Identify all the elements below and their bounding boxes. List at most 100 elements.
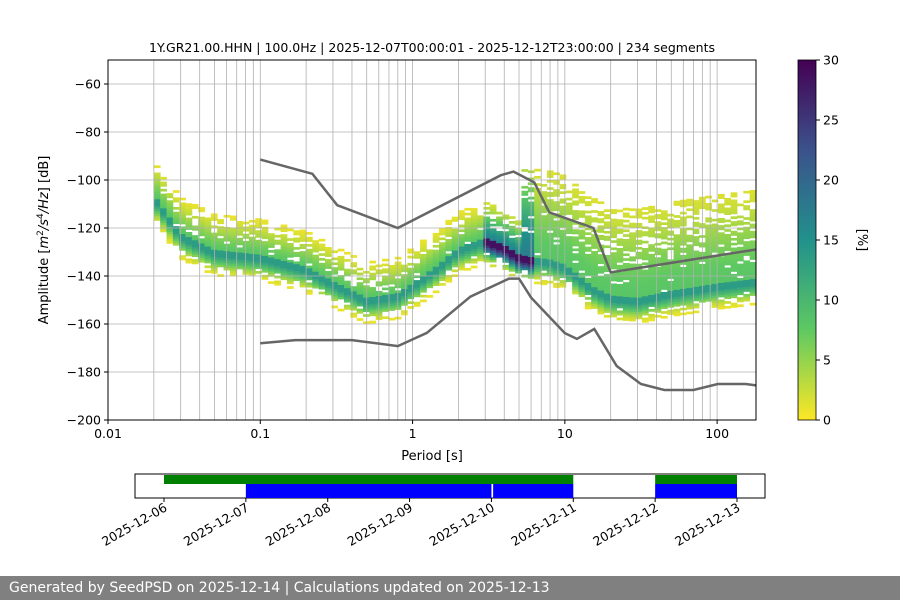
heatmap-cell [470, 215, 478, 218]
heatmap-cell [369, 306, 377, 309]
heatmap-cell [337, 265, 345, 269]
heatmap-cell [635, 287, 643, 291]
heatmap-cell [616, 288, 624, 292]
heatmap-cell [736, 277, 744, 281]
heatmap-cell [711, 230, 719, 234]
heatmap-cell [223, 255, 231, 259]
heatmap-cell [629, 313, 636, 317]
heatmap-cell [274, 282, 282, 286]
heatmap-cell [553, 261, 560, 264]
heatmap-cell [407, 267, 415, 271]
heatmap-cell [324, 247, 332, 250]
heatmap-cell [318, 253, 326, 256]
heatmap-cell [622, 243, 630, 247]
heatmap-cell [464, 217, 472, 221]
heatmap-cell [477, 244, 484, 247]
date-tick-label: 2025-12-07 [181, 500, 251, 549]
heatmap-cell [749, 288, 757, 292]
heatmap-cell [502, 267, 510, 270]
heatmap-cell [559, 260, 567, 264]
heatmap-cell [248, 246, 256, 250]
heatmap-cell [293, 261, 301, 265]
heatmap-cell [540, 255, 548, 259]
heatmap-cell [534, 175, 541, 179]
availability-bar [655, 484, 737, 498]
heatmap-cell [356, 298, 364, 302]
heatmap-cell [622, 310, 630, 314]
heatmap-cell [572, 262, 579, 266]
heatmap-cell [743, 190, 751, 194]
heatmap-cell [572, 279, 579, 283]
heatmap-cell [401, 310, 408, 313]
heatmap-cell [299, 265, 307, 269]
heatmap-cell [635, 268, 643, 272]
heatmap-cell [280, 236, 288, 240]
heatmap-cell [749, 281, 757, 284]
heatmap-cell [344, 268, 351, 272]
heatmap-cell [578, 200, 586, 204]
heatmap-cell [521, 250, 529, 254]
heatmap-cell [692, 243, 700, 247]
heatmap-cell [242, 236, 250, 239]
heatmap-cell [673, 215, 681, 218]
heatmap-cell [331, 291, 339, 294]
heatmap-cell [382, 316, 389, 320]
heatmap-cell [705, 207, 713, 211]
heatmap-cell [153, 213, 161, 217]
heatmap-cell [591, 267, 598, 271]
heatmap-cell [603, 223, 611, 227]
heatmap-cell [743, 207, 751, 211]
heatmap-cell [591, 253, 598, 257]
heatmap-cell [730, 285, 738, 289]
heatmap-cell [458, 234, 465, 237]
heatmap-cell [622, 262, 630, 266]
heatmap-cell [629, 256, 636, 260]
heatmap-cell [388, 291, 396, 295]
heatmap-cell [267, 254, 275, 258]
heatmap-cell [724, 212, 732, 216]
heatmap-cell [324, 263, 332, 267]
heatmap-cell [749, 216, 757, 220]
heatmap-cell [572, 231, 579, 235]
heatmap-cell [572, 243, 579, 247]
heatmap-cell [673, 299, 681, 302]
heatmap-cell [489, 254, 497, 258]
heatmap-cell [692, 238, 700, 242]
heatmap-cell [711, 233, 719, 236]
heatmap-cell [223, 258, 231, 261]
heatmap-cell [635, 294, 643, 298]
heatmap-cell [242, 269, 250, 273]
heatmap-cell [401, 293, 408, 297]
heatmap-cell [388, 276, 396, 280]
heatmap-cell [622, 303, 630, 307]
heatmap-cell [331, 279, 339, 282]
heatmap-cell [565, 236, 573, 239]
heatmap-cell [172, 228, 180, 232]
heatmap-cell [534, 221, 541, 225]
heatmap-cell [451, 252, 459, 256]
heatmap-cell [356, 289, 364, 293]
heatmap-cell [635, 292, 643, 296]
heatmap-cell [477, 229, 484, 233]
heatmap-cell [470, 253, 478, 257]
heatmap-cell [597, 282, 605, 286]
heatmap-cell [648, 292, 655, 295]
heatmap-cell [293, 239, 301, 243]
heatmap-cell [350, 298, 358, 301]
heatmap-cell [483, 230, 491, 234]
heatmap-cell [344, 304, 351, 308]
heatmap-cell [635, 242, 643, 245]
heatmap-cell [489, 223, 497, 227]
heatmap-cell [591, 258, 598, 261]
heatmap-cell [622, 289, 630, 293]
heatmap-cell [730, 192, 738, 196]
heatmap-cell [616, 255, 624, 258]
heatmap-cell [584, 201, 592, 204]
heatmap-cell [730, 199, 738, 203]
heatmap-cell [382, 258, 389, 262]
heatmap-cell [324, 292, 332, 296]
heatmap-cell [736, 253, 744, 257]
heatmap-cell [641, 288, 649, 292]
heatmap-cell [673, 275, 681, 278]
availability-bar [245, 484, 492, 498]
